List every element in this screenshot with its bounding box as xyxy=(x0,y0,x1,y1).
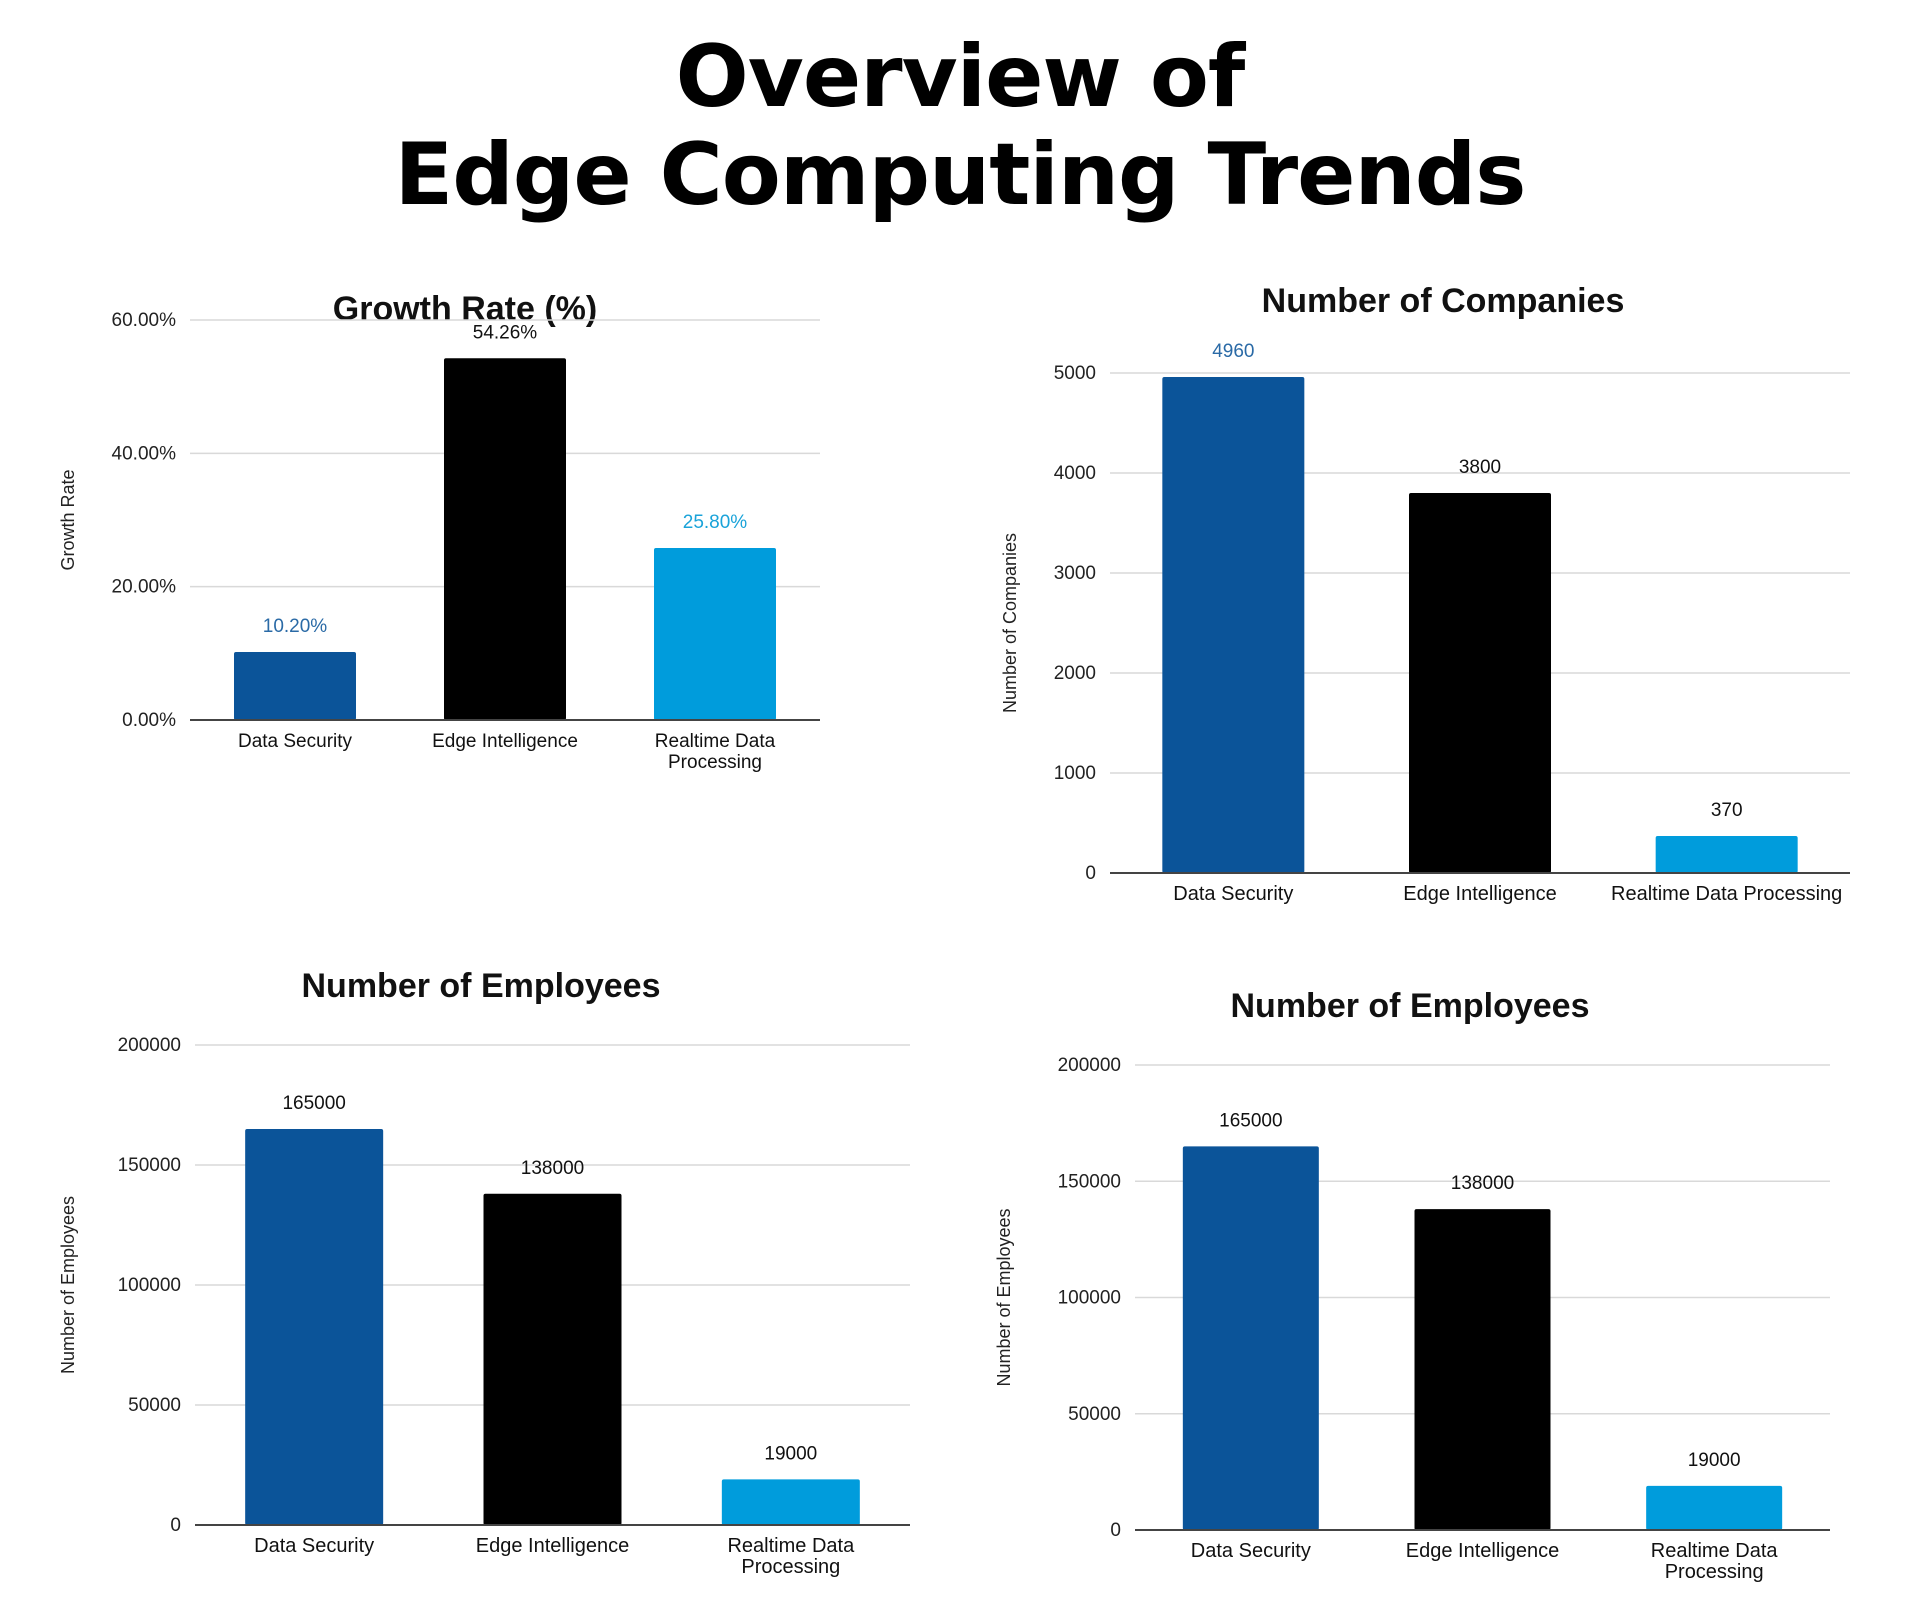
y-tick-label: 20.00% xyxy=(112,577,177,598)
data-label: 4960 xyxy=(1212,341,1254,362)
data-label: 165000 xyxy=(1219,1110,1282,1131)
y-axis-label: Growth Rate xyxy=(58,469,78,570)
x-tick-label: Edge Intelligence xyxy=(1406,1540,1559,1562)
growth-rate-chart: Growth Rate (%) 0.00% 20.00% 40.00% 60.00% Gr… xyxy=(58,290,820,773)
x-tick-label: Edge Intelligence xyxy=(1403,883,1556,905)
y-tick-label: 1000 xyxy=(1054,763,1096,784)
y-tick-label: 0 xyxy=(170,1515,181,1536)
y-tick-label: 0 xyxy=(1085,863,1096,884)
number-of-employees-chart-left: Number of Employees 0 50000 100000 150000 200… xyxy=(58,967,910,1578)
x-tick-label: Realtime Data Processing xyxy=(655,731,776,773)
data-label: 54.26% xyxy=(473,322,538,343)
bar xyxy=(245,1129,384,1525)
number-of-employees-chart-right: Number of Employees 0 50000 100000 150000 200… xyxy=(994,987,1830,1583)
y-tick-label: 50000 xyxy=(1068,1404,1121,1425)
bar xyxy=(1409,493,1551,873)
chart-title: Number of Companies xyxy=(1262,282,1625,320)
y-tick-label: 2000 xyxy=(1054,663,1096,684)
x-tick-label: Edge Intelligence xyxy=(476,1535,629,1557)
data-label: 165000 xyxy=(282,1093,345,1114)
bar xyxy=(1414,1209,1551,1530)
bar xyxy=(721,1479,860,1525)
page-title-line-2: Edge Computing Trends xyxy=(394,125,1527,225)
y-axis-label: Number of Companies xyxy=(1000,533,1020,713)
y-tick-label: 200000 xyxy=(1058,1055,1121,1076)
bar xyxy=(1655,836,1798,873)
x-tick-label: Edge Intelligence xyxy=(432,731,578,752)
bar xyxy=(1182,1146,1319,1530)
data-label: 370 xyxy=(1711,800,1743,821)
y-tick-label: 200000 xyxy=(118,1035,181,1056)
data-label: 3800 xyxy=(1459,457,1501,478)
y-tick-label: 50000 xyxy=(128,1395,181,1416)
data-label: 25.80% xyxy=(683,512,748,533)
page-title-line-1: Overview of xyxy=(675,27,1246,127)
y-tick-label: 100000 xyxy=(118,1275,181,1296)
chart-title: Growth Rate (%) xyxy=(333,290,597,328)
data-label: 138000 xyxy=(1451,1173,1514,1194)
data-label: 19000 xyxy=(764,1443,817,1464)
number-of-companies-chart: Number of Companies 0 1000 2000 3000 4000 5000… xyxy=(1000,282,1850,905)
y-tick-label: 60.00% xyxy=(112,310,177,331)
y-tick-label: 4000 xyxy=(1054,463,1096,484)
data-label: 138000 xyxy=(521,1158,584,1179)
bar xyxy=(483,1193,622,1525)
data-label: 19000 xyxy=(1688,1450,1741,1471)
chart-title: Number of Employees xyxy=(302,967,661,1005)
data-label: 10.20% xyxy=(263,616,328,637)
x-tick-label: Data Security xyxy=(1191,1540,1311,1562)
y-tick-label: 40.00% xyxy=(112,443,177,464)
x-tick-label: Realtime Data Processing xyxy=(727,1535,855,1578)
bar xyxy=(654,548,776,720)
y-tick-label: 100000 xyxy=(1058,1288,1121,1309)
bar xyxy=(444,358,566,720)
y-axis-label: Number of Employees xyxy=(994,1208,1014,1386)
chart-title: Number of Employees xyxy=(1231,987,1590,1025)
y-tick-label: 0.00% xyxy=(122,710,176,731)
x-tick-label: Realtime Data Processing xyxy=(1651,1540,1779,1583)
x-tick-label: Data Security xyxy=(238,731,353,752)
bar xyxy=(1162,377,1305,873)
y-tick-label: 150000 xyxy=(1058,1171,1121,1192)
y-tick-label: 0 xyxy=(1110,1520,1121,1541)
y-tick-label: 150000 xyxy=(118,1155,181,1176)
y-tick-label: 3000 xyxy=(1054,563,1096,584)
y-axis-label: Number of Employees xyxy=(58,1196,78,1374)
bar xyxy=(234,652,356,720)
y-tick-label: 5000 xyxy=(1054,363,1096,384)
x-tick-label: Data Security xyxy=(254,1535,374,1557)
x-tick-label: Realtime Data Processing xyxy=(1611,883,1842,905)
bar xyxy=(1646,1485,1783,1530)
page-title: Overview of Edge Computing Trends xyxy=(0,28,1920,224)
x-tick-label: Data Security xyxy=(1173,883,1293,905)
